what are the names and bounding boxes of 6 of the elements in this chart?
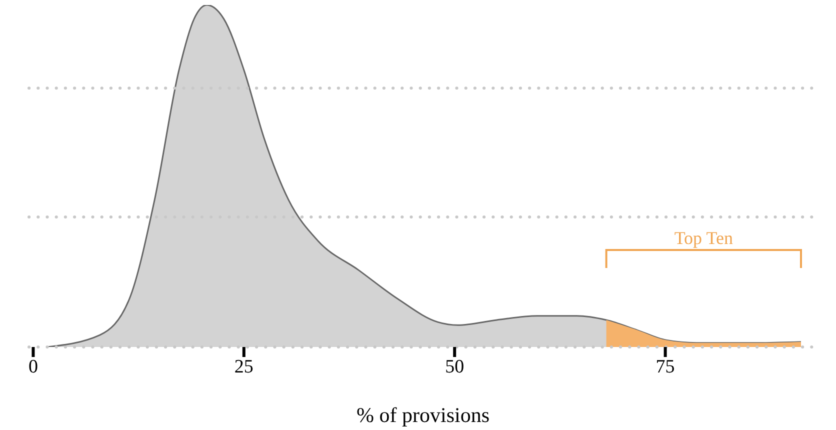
x-tick-label: 0 — [28, 356, 38, 378]
x-axis-title: % of provisions — [356, 403, 490, 427]
x-tick-label: 50 — [445, 356, 464, 378]
x-tick-label: 25 — [234, 356, 254, 378]
annotation: Top Ten — [674, 228, 733, 248]
x-tick-label: 75 — [656, 356, 675, 378]
